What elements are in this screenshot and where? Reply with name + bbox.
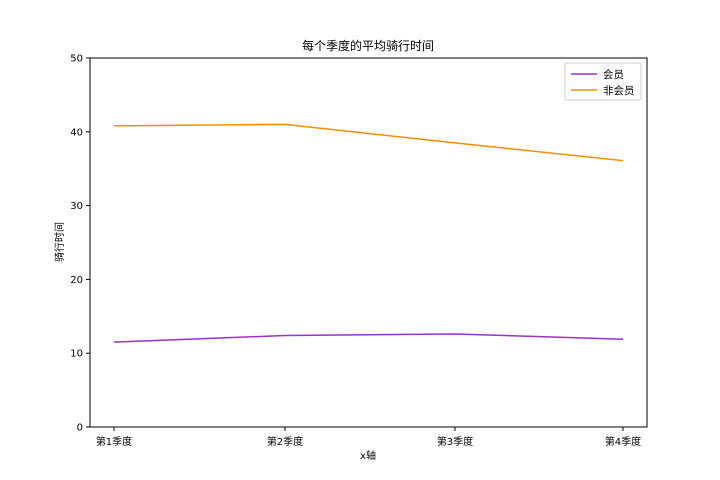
series-line-1 — [113, 333, 624, 343]
y-tick-label: 50 — [70, 54, 83, 65]
series-lines — [113, 123, 624, 343]
chart-title: 每个季度的平均骑行时间 — [302, 38, 434, 53]
series-line-2 — [113, 123, 624, 162]
plot-area — [89, 57, 648, 428]
y-tick-label: 30 — [70, 201, 83, 212]
legend-label: 会员 — [603, 68, 624, 81]
legend-label: 非会员 — [603, 84, 635, 97]
x-tick-label: 第3季度 — [437, 435, 473, 448]
x-tick-label: 第1季度 — [96, 435, 132, 448]
y-tick-label: 10 — [70, 349, 83, 360]
y-axis: 0 10 20 30 40 50 — [70, 54, 90, 434]
y-tick-label: 0 — [77, 423, 83, 434]
x-tick-label: 第4季度 — [605, 435, 641, 448]
x-tick-label: 第2季度 — [267, 435, 303, 448]
y-tick-label: 40 — [70, 127, 83, 138]
x-axis: 第1季度 第2季度 第3季度 第4季度 — [96, 427, 641, 448]
y-axis-label: 骑行时间 — [53, 222, 66, 262]
x-axis-label: x轴 — [360, 449, 376, 462]
y-tick-label: 20 — [70, 275, 83, 286]
